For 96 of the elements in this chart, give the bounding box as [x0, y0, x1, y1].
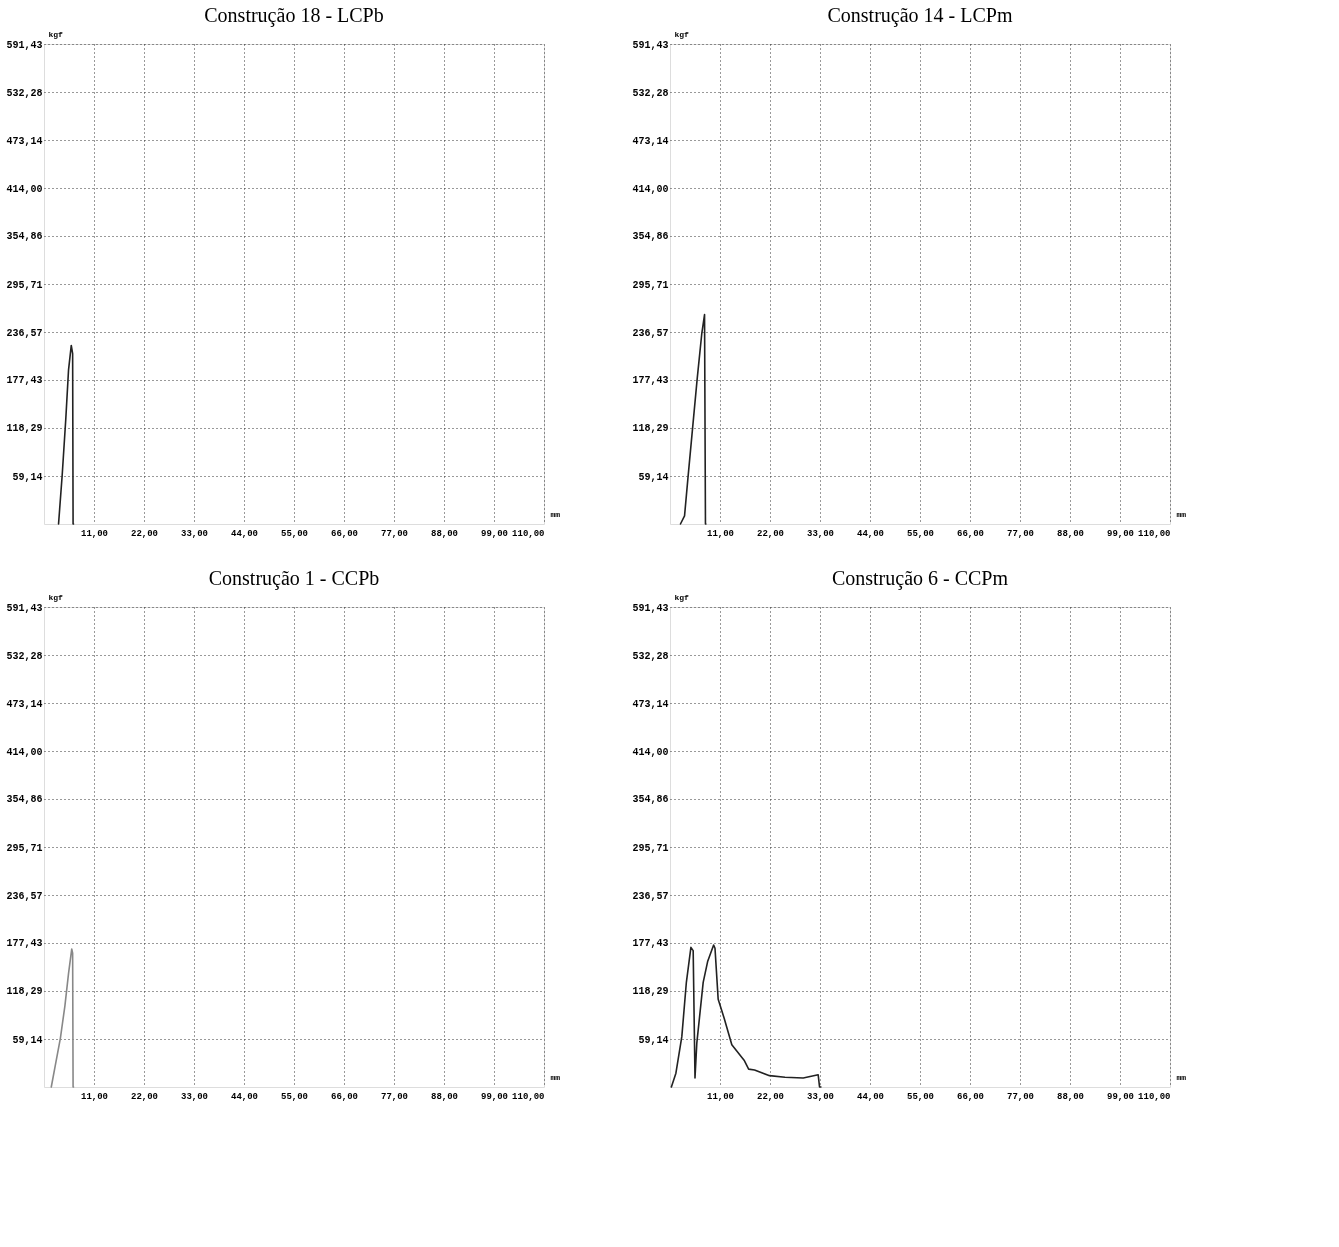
x-tick-label: 88,00 [430, 1091, 459, 1102]
x-tick-label: 33,00 [180, 528, 209, 539]
y-tick-label: 354,86 [6, 231, 43, 243]
x-tick-label: 66,00 [956, 528, 985, 539]
y-tick-label: 118,29 [632, 986, 669, 998]
y-tick-label: 118,29 [6, 423, 43, 435]
x-tick-label: 77,00 [1006, 528, 1035, 539]
x-tick-label: 110,00 [512, 1091, 545, 1102]
x-axis-title: mm [550, 1072, 561, 1082]
x-axis-title: mm [1176, 1072, 1187, 1082]
x-tick-label: 55,00 [280, 528, 309, 539]
x-tick-label: 110,00 [1138, 528, 1171, 539]
x-tick-label: 33,00 [806, 1091, 835, 1102]
x-tick-label: 44,00 [230, 1091, 259, 1102]
y-tick-label: 414,00 [632, 183, 669, 195]
y-tick-label: 236,57 [6, 890, 43, 902]
y-tick-label: 59,14 [638, 471, 669, 483]
y-tick-label: 414,00 [6, 183, 43, 195]
x-tick-label: 99,00 [1106, 1091, 1135, 1102]
y-tick-label: 236,57 [632, 890, 669, 902]
x-tick-label: 33,00 [180, 1091, 209, 1102]
x-tick-label: 44,00 [856, 528, 885, 539]
y-tick-label: 236,57 [632, 327, 669, 339]
x-axis-title: mm [550, 509, 561, 519]
line-series [670, 944, 822, 1088]
y-tick-label: 295,71 [632, 279, 669, 291]
x-tick-label: 66,00 [330, 528, 359, 539]
line-series [57, 344, 75, 525]
y-axis-title: kgf [48, 592, 64, 602]
chart-title: Construção 14 - LCPm [827, 4, 1013, 27]
x-tick-label: 99,00 [480, 528, 509, 539]
x-tick-label: 22,00 [756, 1091, 785, 1102]
y-tick-label: 532,28 [6, 650, 43, 662]
y-tick-label: 295,71 [6, 842, 43, 854]
y-tick-label: 473,14 [632, 135, 669, 147]
y-tick-label: 473,14 [6, 135, 43, 147]
y-tick-label: 591,43 [6, 602, 43, 614]
x-tick-label: 77,00 [380, 1091, 409, 1102]
y-tick-label: 532,28 [632, 650, 669, 662]
x-tick-label: 55,00 [280, 1091, 309, 1102]
y-axis-title: kgf [48, 29, 64, 39]
x-tick-label: 33,00 [806, 528, 835, 539]
x-tick-label: 77,00 [380, 528, 409, 539]
y-tick-label: 591,43 [632, 602, 669, 614]
y-tick-label: 295,71 [632, 842, 669, 854]
y-tick-label: 414,00 [632, 746, 669, 758]
y-tick-label: 59,14 [12, 471, 43, 483]
y-tick-label: 177,43 [6, 375, 43, 387]
x-tick-label: 99,00 [1106, 528, 1135, 539]
y-tick-label: 295,71 [6, 279, 43, 291]
x-tick-label: 22,00 [130, 1091, 159, 1102]
y-tick-label: 177,43 [632, 375, 669, 387]
x-tick-label: 11,00 [80, 1091, 109, 1102]
x-tick-label: 55,00 [906, 1091, 935, 1102]
chart-title: Construção 18 - LCPb [204, 4, 384, 27]
y-tick-label: 354,86 [6, 794, 43, 806]
y-tick-label: 118,29 [6, 986, 43, 998]
y-tick-label: 473,14 [632, 698, 669, 710]
x-tick-label: 88,00 [1056, 1091, 1085, 1102]
line-series [50, 948, 75, 1088]
y-axis-title: kgf [674, 592, 690, 602]
x-tick-label: 11,00 [80, 528, 109, 539]
chart-title: Construção 6 - CCPm [831, 567, 1009, 590]
y-tick-label: 532,28 [632, 87, 669, 99]
x-tick-label: 66,00 [330, 1091, 359, 1102]
y-tick-label: 414,00 [6, 746, 43, 758]
x-axis-title: mm [1176, 509, 1187, 519]
y-tick-label: 59,14 [638, 1034, 669, 1046]
y-tick-label: 236,57 [6, 327, 43, 339]
x-tick-label: 22,00 [756, 528, 785, 539]
x-tick-label: 110,00 [1138, 1091, 1171, 1102]
y-tick-label: 177,43 [632, 938, 669, 950]
line-series [679, 313, 707, 525]
y-tick-label: 118,29 [632, 423, 669, 435]
x-tick-label: 44,00 [230, 528, 259, 539]
x-tick-label: 11,00 [706, 1091, 735, 1102]
y-tick-label: 591,43 [6, 39, 43, 51]
y-tick-label: 532,28 [6, 87, 43, 99]
y-tick-label: 591,43 [632, 39, 669, 51]
x-tick-label: 22,00 [130, 528, 159, 539]
y-axis-title: kgf [674, 29, 690, 39]
x-tick-label: 44,00 [856, 1091, 885, 1102]
y-tick-label: 473,14 [6, 698, 43, 710]
y-tick-label: 59,14 [12, 1034, 43, 1046]
y-tick-label: 177,43 [6, 938, 43, 950]
x-tick-label: 55,00 [906, 528, 935, 539]
chart-title: Construção 1 - CCPb [208, 567, 380, 590]
x-tick-label: 88,00 [1056, 528, 1085, 539]
x-tick-label: 88,00 [430, 528, 459, 539]
x-tick-label: 110,00 [512, 528, 545, 539]
x-tick-label: 77,00 [1006, 1091, 1035, 1102]
x-tick-label: 99,00 [480, 1091, 509, 1102]
x-tick-label: 11,00 [706, 528, 735, 539]
x-tick-label: 66,00 [956, 1091, 985, 1102]
y-tick-label: 354,86 [632, 231, 669, 243]
y-tick-label: 354,86 [632, 794, 669, 806]
